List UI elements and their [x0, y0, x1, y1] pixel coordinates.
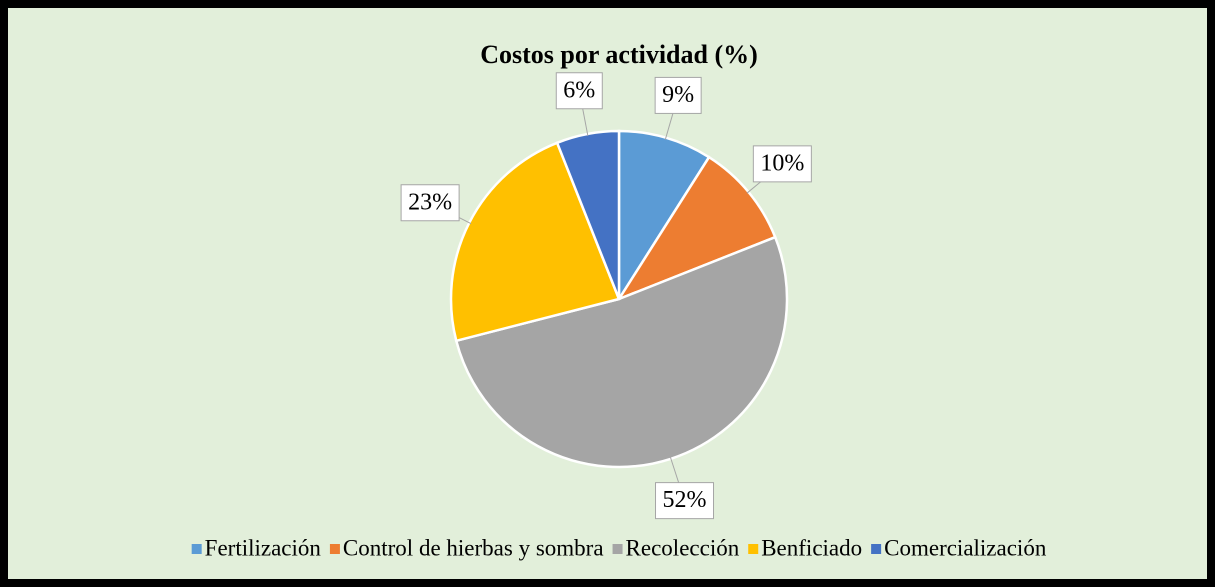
data-label: 6%	[563, 77, 595, 103]
data-label-box	[655, 482, 715, 520]
legend-swatch	[329, 544, 340, 554]
data-label-box	[654, 76, 702, 114]
data-label: 23%	[408, 189, 452, 215]
legend-label: Recolección	[626, 535, 740, 560]
legend: Fertilización Control de hierbas y sombra…	[191, 535, 1047, 560]
data-label-box	[555, 72, 603, 110]
legend-label: Comercialización	[884, 535, 1047, 560]
data-label-box	[400, 184, 460, 222]
data-label: 9%	[662, 82, 694, 108]
legend-label: Benficiado	[761, 535, 862, 560]
data-label: 10%	[760, 150, 804, 176]
data-label-group: 6%	[555, 72, 603, 110]
legend-label: Control de hierbas y sombra	[343, 535, 604, 560]
data-label-group: 23%	[400, 184, 460, 222]
legend-swatch	[871, 544, 882, 554]
data-label: 52%	[663, 487, 707, 513]
data-label-group: 52%	[655, 482, 715, 520]
legend-label: Fertilización	[205, 535, 322, 560]
data-label-group: 9%	[654, 76, 702, 114]
legend-swatch	[191, 544, 202, 554]
legend-swatch	[612, 544, 623, 554]
legend-swatch	[748, 544, 759, 554]
data-label-group: 10%	[752, 145, 812, 183]
chart-title: Costos por actividad (%)	[480, 40, 758, 69]
data-label-box	[752, 145, 812, 183]
